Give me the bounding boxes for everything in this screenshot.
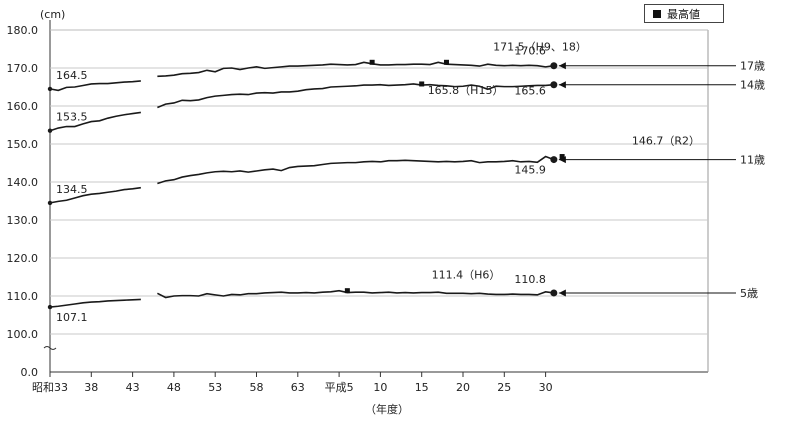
y-tick-label: 170.0 [7,62,39,75]
max-value-label: 111.4（H6） [432,269,501,282]
x-tick-label: 58 [250,381,264,394]
series-name-label: 14歳 [740,79,765,92]
series-arrow-head [558,156,566,164]
series-line-11歳 [157,155,555,185]
x-tick-label: 平成5 [325,381,354,394]
x-tick-label: 10 [373,381,387,394]
x-tick-label: 38 [84,381,98,394]
legend: 最高値 [644,4,724,23]
max-value-marker [419,81,425,87]
series-line-17歳 [157,61,554,78]
y-tick-label: 100.0 [7,328,39,341]
series-last-value-label: 165.6 [514,85,546,98]
series-line-5歳 [157,289,554,299]
legend-label: 最高値 [667,7,700,21]
legend-square-marker [653,9,661,18]
series-arrow-head [558,289,566,297]
series-line-17歳 [49,80,141,92]
max-value-label: 146.7（R2） [632,135,700,148]
y-tick-label: 120.0 [7,252,39,265]
series-last-value-label: 170.6 [514,45,546,58]
max-value-label: 171.5（H9、18） [493,40,587,53]
y-tick-label: 180.0 [7,24,39,37]
series-start-point [47,86,53,92]
x-tick-label: 15 [415,381,429,394]
series-line-11歳 [49,186,141,204]
series-line-5歳 [49,298,141,308]
max-value-label: 165.8（H15） [428,84,504,97]
y-tick-label: 160.0 [7,100,39,113]
max-value-marker [443,59,449,65]
series-name-label: 17歳 [740,60,765,73]
x-tick-label: 48 [167,381,181,394]
series-arrow-head [558,81,566,89]
x-tick-label: 63 [291,381,305,394]
series-line-14歳 [157,83,554,109]
series-last-value-label: 145.9 [514,164,546,177]
max-value-marker [369,59,375,65]
series-end-point [550,81,558,89]
x-tick-label: 25 [497,381,511,394]
x-axis-label: （年度） [365,402,409,416]
y-tick-label: 140.0 [7,176,39,189]
series-first-value-label: 153.5 [56,111,88,124]
series-end-point [550,289,558,297]
y-tick-label-zero: 0.0 [21,366,39,379]
series-name-label: 11歳 [740,154,765,167]
series-start-point [47,304,53,310]
y-tick-label: 130.0 [7,214,39,227]
series-arrow-head [558,62,566,70]
x-tick-label: 30 [539,381,553,394]
series-start-point [47,200,53,206]
x-tick-label: 53 [208,381,222,394]
x-tick-label: 43 [126,381,140,394]
series-first-value-label: 164.5 [56,69,88,82]
series-end-point [550,156,558,164]
axis-break-mark [43,346,57,350]
y-axis-label: (cm) [40,8,65,21]
series-end-point [550,62,558,70]
series-last-value-label: 110.8 [514,273,546,286]
max-value-marker [559,154,565,160]
series-start-point [47,128,53,133]
x-tick-label: 昭和33 [32,381,68,394]
series-line-14歳 [49,111,141,132]
y-tick-label: 150.0 [7,138,39,151]
x-tick-label: 20 [456,381,470,394]
series-first-value-label: 134.5 [56,183,88,196]
series-first-value-label: 107.1 [56,311,88,324]
y-tick-label: 110.0 [7,290,39,303]
series-name-label: 5歳 [740,287,758,300]
max-value-marker [344,288,350,294]
